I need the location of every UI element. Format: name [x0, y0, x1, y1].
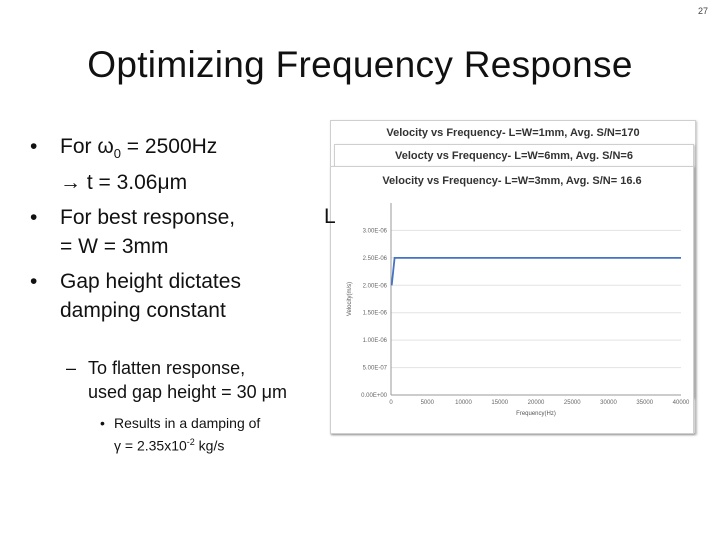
- damping-suffix: kg/s: [194, 437, 225, 454]
- slide-number: 27: [697, 6, 708, 16]
- x-tick-label: 20000: [528, 400, 545, 406]
- flatten-line1: To flatten response,: [88, 358, 246, 378]
- chart-title-3: Velocity vs Frequency- L=W=3mm, Avg. S/N…: [382, 175, 642, 187]
- x-tick-label: 5000: [421, 400, 435, 406]
- bullet-gap-height: • Gap height dictates damping constant: [30, 267, 350, 325]
- y-tick-label: 1.00E-06: [363, 338, 388, 344]
- bullet-dot: •: [30, 206, 38, 230]
- velocity-chart: 0.00E+00 5.00E-07 1.00E-06 1.50E-06 2.00E-06…: [347, 203, 690, 417]
- chart-card-3: Velocity vs Frequency- L=W=3mm, Avg. S/N…: [330, 166, 694, 434]
- chart-stack: Velocity vs Frequency- L=W=1mm, Avg. S/N…: [330, 120, 696, 436]
- omega-subscript: 0: [113, 146, 121, 162]
- bullet-list: • For ω0 = 2500Hz → t = 3.06μm • For bes…: [30, 132, 350, 331]
- slide-title: Optimizing Frequency Response: [87, 44, 633, 85]
- best-response-line1: For best response,: [60, 206, 236, 230]
- chart-title-1: Velocity vs Frequency- L=W=1mm, Avg. S/N…: [386, 127, 640, 139]
- bullet-best-response: • For best response, = W = 3mm: [30, 203, 350, 261]
- chart-title-2: Velocty vs Frequency- L=W=6mm, Avg. S/N=…: [395, 150, 633, 162]
- series-line: [390, 257, 681, 286]
- x-tick-label: 15000: [491, 400, 508, 406]
- gap-height-line1: Gap height dictates: [60, 270, 241, 294]
- sub-bullet-list: – To flatten response, used gap height =…: [30, 352, 360, 456]
- y-tick-label: 5.00E-07: [363, 366, 388, 372]
- damping-exponent: -2: [186, 437, 195, 447]
- bullet-omega: • For ω0 = 2500Hz → t = 3.06μm: [30, 132, 350, 197]
- thickness-result: → t = 3.06μm: [60, 171, 188, 195]
- damping-line1: Results in a damping of: [114, 415, 261, 431]
- x-tick-label: 40000: [673, 400, 690, 406]
- best-response-line2: = W = 3mm: [60, 235, 169, 259]
- y-tick-label: 3.00E-06: [363, 228, 388, 234]
- sub-sub-bullet-dot: •: [100, 415, 105, 431]
- damping-prefix: γ = 2.35x10: [114, 437, 187, 454]
- flatten-line2: used gap height = 30 μm: [88, 382, 288, 402]
- omega-suffix: = 2500Hz: [120, 135, 218, 158]
- omega-prefix: For ω: [60, 135, 114, 158]
- x-tick-label: 30000: [600, 400, 617, 406]
- sub-bullet-dash: –: [66, 358, 77, 378]
- y-tick-label: 2.50E-06: [363, 256, 388, 262]
- x-tick-label: 0: [389, 400, 393, 406]
- sub-sub-bullet-damping: • Results in a damping of γ = 2.35x10-2 …: [30, 414, 360, 456]
- bullet-dot: •: [30, 270, 38, 294]
- y-axis-label: Velocity(m/s): [347, 282, 353, 316]
- y-tick-label: 2.00E-06: [363, 283, 388, 289]
- y-tick-label: 0.00E+00: [361, 393, 388, 399]
- bullet-dot: •: [30, 135, 38, 158]
- x-tick-label: 10000: [455, 400, 472, 406]
- sub-bullet-flatten: – To flatten response, used gap height =…: [30, 356, 360, 404]
- x-tick-label: 25000: [564, 400, 581, 406]
- x-axis-label: Frequency(Hz): [516, 411, 556, 417]
- cut-text-L: L: [324, 205, 336, 228]
- y-tick-label: 1.50E-06: [363, 311, 388, 317]
- gap-height-line2: damping constant: [60, 299, 226, 323]
- x-tick-label: 35000: [636, 400, 653, 406]
